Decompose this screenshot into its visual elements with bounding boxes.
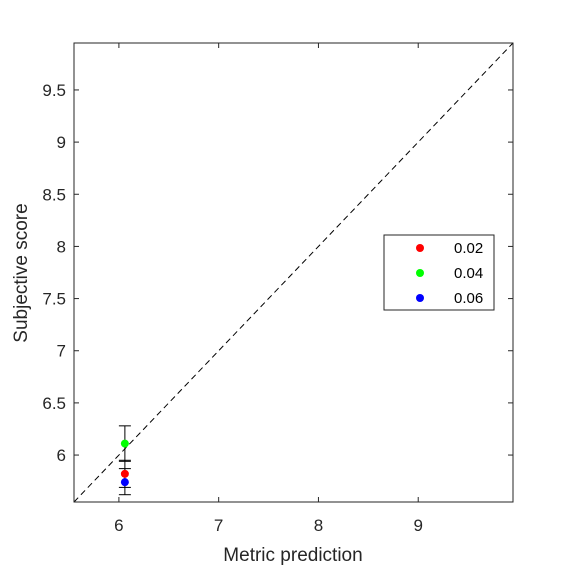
x-tick-label: 6 [114,516,123,535]
y-tick-label: 8.5 [42,185,66,204]
data-point-0.04 [120,439,129,448]
data-point-0.06 [120,478,129,487]
x-tick-label: 8 [314,516,323,535]
y-tick-label: 9 [57,133,66,152]
reference-diagonal-line [73,42,514,503]
legend-marker-0.06 [416,294,424,302]
y-axis-label: Subjective score [11,203,32,342]
y-tick-label: 6 [57,446,66,465]
legend-box [383,234,495,311]
legend-label: 0.02 [454,240,483,257]
data-point-0.02 [120,469,129,478]
x-axis-label: Metric prediction [223,545,362,566]
y-tick-label: 6.5 [42,394,66,413]
legend-label: 0.04 [454,265,483,282]
legend-marker-0.02 [416,244,424,252]
y-tick-label: 9.5 [42,81,66,100]
y-tick-label: 7 [57,342,66,361]
y-tick-label: 8 [57,237,66,256]
x-tick-label: 7 [214,516,223,535]
y-tick-label: 7.5 [42,290,66,309]
plot-frame [73,42,514,503]
legend-label: 0.06 [454,290,483,307]
legend-marker-0.04 [416,269,424,277]
x-tick-label: 9 [413,516,422,535]
plot-area: 6 7 8 9 6 6.5 7 7.5 8 8.5 9 9.5 0.02 0.04 0.06 [42,42,514,535]
